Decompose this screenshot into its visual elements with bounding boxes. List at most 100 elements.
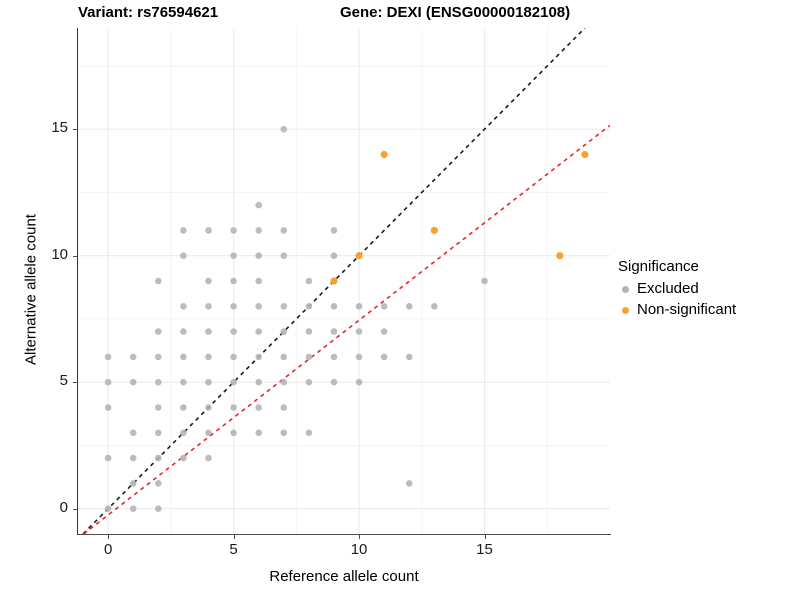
- gene-title: Gene: DEXI (ENSG00000182108): [340, 4, 571, 21]
- data-point: [155, 505, 162, 512]
- data-point: [280, 429, 288, 437]
- data-point: [180, 328, 187, 335]
- data-point: [230, 353, 237, 361]
- data-point: [280, 378, 288, 386]
- data-point: [280, 252, 288, 259]
- data-point: [104, 378, 112, 386]
- data-point: [556, 252, 564, 260]
- y-axis-tick-label: 0: [59, 498, 68, 516]
- data-point: [104, 454, 112, 462]
- data-point: [405, 353, 413, 361]
- data-point: [330, 378, 338, 386]
- legend-item-excluded[interactable]: Excluded: [618, 278, 736, 299]
- data-point: [155, 429, 162, 437]
- data-point: [330, 303, 338, 310]
- data-points: [104, 125, 589, 512]
- data-point: [180, 353, 187, 361]
- data-point: [280, 125, 288, 133]
- legend: Significance Excluded Non-significant: [618, 258, 736, 320]
- plot-canvas: [78, 28, 610, 534]
- data-point: [230, 404, 237, 411]
- legend-items: Excluded Non-significant: [618, 278, 736, 320]
- data-point: [305, 353, 313, 361]
- data-point: [205, 353, 212, 361]
- data-point: [180, 227, 187, 234]
- data-point: [129, 505, 137, 512]
- data-point: [205, 429, 212, 437]
- data-point: [129, 353, 137, 361]
- data-point: [280, 227, 288, 234]
- data-point: [104, 505, 112, 512]
- data-point: [581, 150, 589, 159]
- data-point: [355, 252, 363, 260]
- legend-item-label: Non-significant: [637, 301, 737, 318]
- gridlines: [78, 28, 610, 534]
- data-point: [155, 480, 162, 487]
- y-axis-tick-label: 5: [59, 372, 68, 390]
- data-point: [230, 429, 237, 437]
- data-point: [230, 227, 237, 234]
- data-point: [380, 303, 388, 310]
- data-point: [380, 150, 388, 159]
- data-point: [230, 277, 237, 285]
- data-point: [305, 378, 313, 386]
- data-point: [405, 303, 413, 310]
- grey-dot-icon: [618, 281, 634, 297]
- data-point: [255, 353, 262, 361]
- data-point: [305, 277, 313, 285]
- data-point: [180, 454, 187, 462]
- data-point: [255, 201, 262, 209]
- orange-dot-icon: [618, 302, 634, 318]
- data-point: [330, 328, 338, 335]
- data-point: [205, 277, 212, 285]
- data-point: [230, 252, 237, 259]
- data-point: [205, 227, 212, 234]
- data-point: [180, 303, 187, 310]
- data-point: [330, 227, 338, 234]
- y-axis-tick-label: 15: [51, 119, 68, 137]
- x-axis-line: [78, 534, 611, 536]
- data-point: [180, 252, 187, 259]
- data-point: [280, 303, 288, 310]
- data-point: [431, 303, 438, 310]
- data-point: [305, 429, 313, 437]
- legend-item-non-significant[interactable]: Non-significant: [618, 299, 736, 320]
- data-point: [255, 328, 262, 335]
- data-point: [180, 404, 187, 411]
- x-axis-title: Reference allele count: [269, 568, 419, 585]
- data-point: [180, 378, 187, 386]
- data-point: [405, 480, 413, 487]
- data-point: [255, 404, 262, 411]
- y-axis-tick: [73, 508, 77, 510]
- data-point: [380, 328, 388, 335]
- reference-lines: [82, 28, 610, 534]
- data-point: [255, 252, 262, 259]
- x-axis-tick: [108, 535, 110, 539]
- data-point: [305, 328, 313, 335]
- x-axis-tick-label: 15: [476, 541, 493, 558]
- y-axis-tick-label: 10: [51, 245, 68, 263]
- data-point: [255, 429, 262, 437]
- y-axis-tick: [73, 382, 77, 384]
- data-point: [205, 378, 212, 386]
- data-point: [230, 378, 237, 386]
- data-point: [430, 226, 438, 234]
- data-point: [155, 378, 162, 386]
- data-point: [155, 277, 162, 285]
- data-point: [205, 454, 212, 462]
- data-point: [205, 328, 212, 335]
- data-point: [230, 303, 237, 310]
- data-point: [205, 404, 212, 411]
- data-point: [155, 353, 162, 361]
- x-axis-tick-label: 5: [229, 541, 238, 558]
- y-axis-tick: [73, 255, 77, 257]
- x-axis-tick: [359, 535, 361, 539]
- data-point: [155, 328, 162, 335]
- identity-line: [82, 28, 586, 534]
- data-point: [129, 480, 137, 487]
- data-point: [355, 303, 363, 310]
- data-point: [205, 303, 212, 310]
- data-point: [155, 404, 162, 411]
- data-point: [255, 378, 262, 386]
- x-axis-tick: [484, 535, 486, 539]
